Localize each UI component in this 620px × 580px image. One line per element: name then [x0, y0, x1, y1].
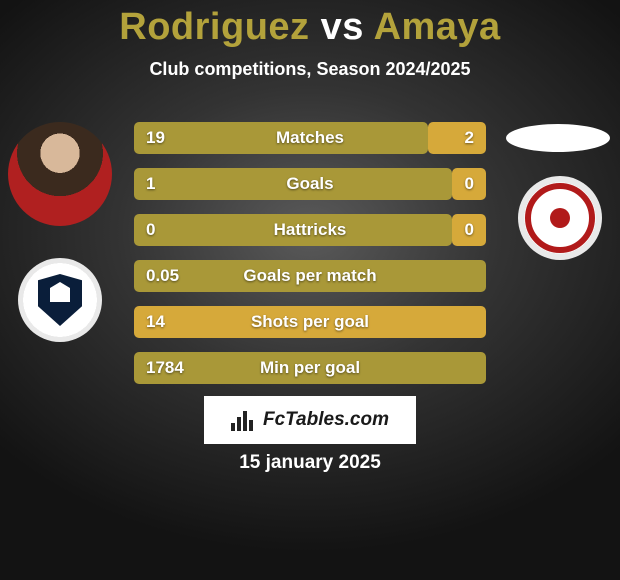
subtitle: Club competitions, Season 2024/2025: [0, 59, 620, 80]
stat-label: Hattricks: [134, 214, 486, 246]
stat-label: Min per goal: [134, 352, 486, 384]
brand-text: FcTables.com: [263, 409, 389, 431]
player1-club-logo: [18, 258, 102, 342]
brand-box: FcTables.com: [204, 396, 416, 444]
stats-chart: 192Matches 10Goals 00Hattricks 0.05Goals pe…: [134, 122, 486, 398]
stat-label: Goals per match: [134, 260, 486, 292]
stat-row: 0.05Goals per match: [134, 260, 486, 292]
date-text: 15 january 2025: [0, 452, 620, 474]
stat-row: 1784Min per goal: [134, 352, 486, 384]
content: Rodriguez vs Amaya Club competitions, Se…: [0, 0, 620, 580]
stat-label: Goals: [134, 168, 486, 200]
stat-row: 192Matches: [134, 122, 486, 154]
brand-icon: [231, 409, 257, 431]
stat-row: 14Shots per goal: [134, 306, 486, 338]
player1-name: Rodriguez: [119, 6, 309, 48]
player2-name: Amaya: [374, 6, 501, 48]
player1-avatar: [8, 122, 112, 226]
player2-club-logo: [518, 176, 602, 260]
vs-text: vs: [321, 6, 364, 48]
stat-row: 10Goals: [134, 168, 486, 200]
stat-row: 00Hattricks: [134, 214, 486, 246]
stat-label: Shots per goal: [134, 306, 486, 338]
player2-avatar: [506, 124, 610, 152]
stat-label: Matches: [134, 122, 486, 154]
page-title: Rodriguez vs Amaya: [0, 0, 620, 49]
